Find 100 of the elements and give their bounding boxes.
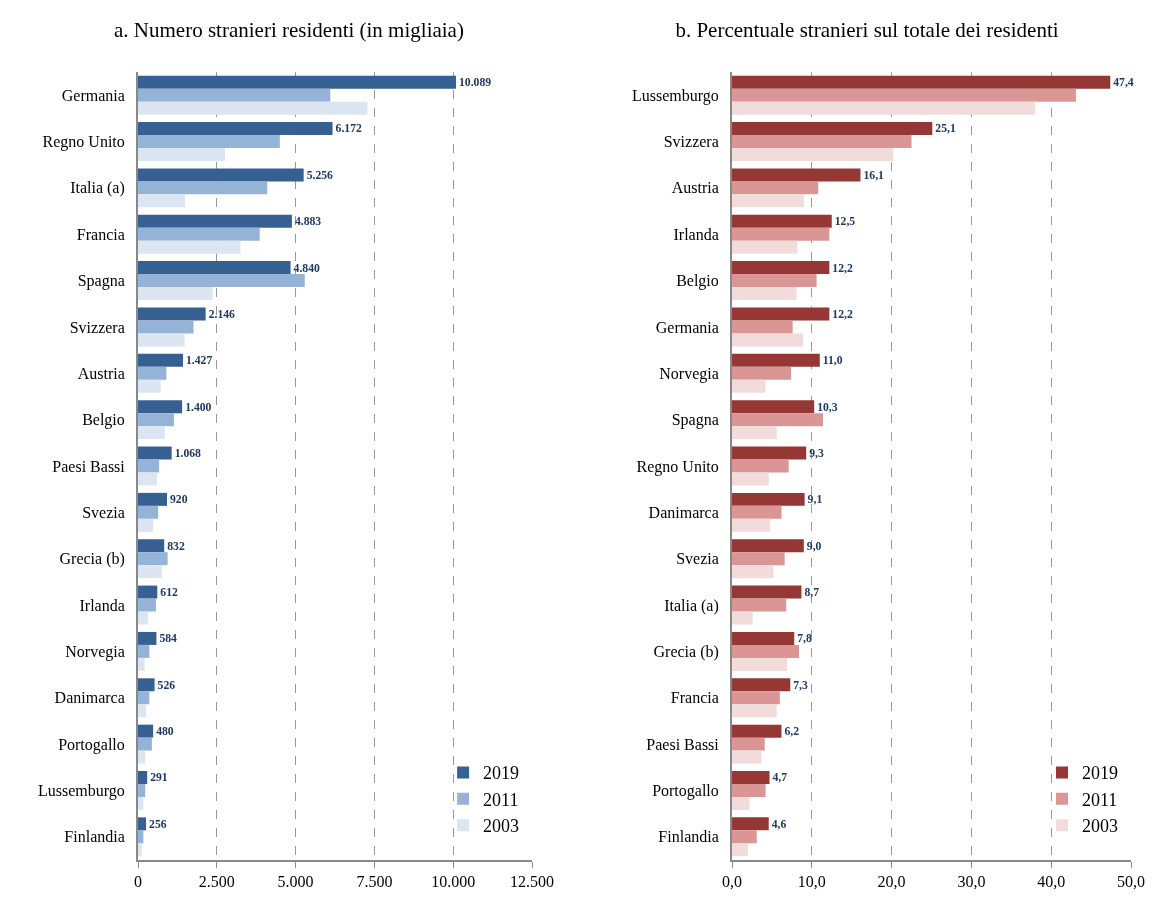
- bar: [732, 598, 787, 612]
- bar: [732, 353, 820, 367]
- bar: [732, 274, 817, 288]
- bar: [732, 678, 791, 692]
- data-label: 16,1: [863, 168, 885, 182]
- bar: [138, 631, 157, 645]
- bar: [732, 181, 819, 195]
- bar: [138, 307, 206, 321]
- data-label: 10,3: [817, 400, 838, 414]
- y-tick-label: Francia: [670, 689, 719, 707]
- bar: [732, 830, 757, 844]
- bar: [732, 426, 777, 440]
- data-label: 12,2: [832, 307, 853, 321]
- y-tick-label: Austria: [671, 179, 719, 197]
- chart-title: a. Numero stranieri residenti (in migliaia): [114, 18, 464, 43]
- data-label: 4,7: [772, 771, 788, 785]
- bar: [138, 817, 147, 831]
- bar: [138, 135, 280, 149]
- legend-label: 2003: [1082, 816, 1119, 837]
- y-tick-label: Spagna: [671, 411, 719, 430]
- bar: [732, 644, 800, 658]
- bar: [138, 214, 292, 228]
- bar: [138, 644, 150, 658]
- bar: [138, 585, 158, 599]
- y-tick-label: Lussemburgo: [37, 782, 125, 801]
- data-label: 584: [159, 632, 178, 646]
- bar: [138, 274, 305, 288]
- y-tick-label: Paesi Bassi: [646, 735, 720, 753]
- bar: [732, 783, 766, 797]
- bar: [138, 724, 154, 738]
- y-tick-label: Finlandia: [658, 828, 719, 846]
- bar: [138, 783, 146, 797]
- y-tick-label: Grecia (b): [59, 550, 125, 569]
- data-label: 1.400: [185, 400, 212, 414]
- bar: [732, 459, 789, 473]
- data-label: 291: [150, 771, 168, 785]
- y-tick-label: Lussemburgo: [631, 86, 719, 105]
- x-tick-label: 50,0: [1117, 873, 1145, 891]
- bar: [732, 400, 815, 414]
- bar: [138, 737, 152, 751]
- y-tick-label: Danimarca: [54, 689, 125, 707]
- y-tick-label: Norvegia: [65, 643, 125, 662]
- data-label: 7,8: [797, 632, 812, 646]
- y-tick-label: Svizzera: [69, 318, 125, 336]
- bar: [732, 101, 1036, 115]
- bar: [138, 446, 172, 460]
- y-tick-label: Finlandia: [64, 828, 125, 846]
- x-tick-label: 30,0: [957, 873, 986, 891]
- bar: [732, 611, 753, 625]
- legend-label: 2019: [483, 763, 520, 784]
- bar: [138, 492, 167, 506]
- data-label: 6,2: [784, 725, 800, 739]
- data-label: 4.883: [294, 215, 322, 229]
- y-tick-label: Italia (a): [70, 179, 125, 198]
- bar: [138, 691, 150, 705]
- bar: [732, 492, 805, 506]
- bar: [138, 194, 185, 208]
- bar: [732, 307, 830, 321]
- bar: [732, 472, 769, 486]
- y-tick-label: Spagna: [77, 272, 125, 291]
- legend-label: 2011: [483, 789, 519, 810]
- data-label: 9,0: [806, 539, 822, 553]
- bar: [138, 796, 144, 810]
- data-label: 256: [149, 817, 167, 831]
- y-tick-label: Paesi Bassi: [52, 457, 126, 475]
- data-label: 11,0: [822, 354, 843, 368]
- y-tick-label: Svezia: [82, 503, 125, 521]
- bar: [138, 379, 161, 393]
- bar: [732, 135, 912, 149]
- data-label: 526: [157, 678, 176, 692]
- y-tick-label: Francia: [76, 225, 125, 243]
- y-tick-label: Norvegia: [659, 364, 719, 383]
- bar: [138, 611, 149, 625]
- y-tick-label: Regno Unito: [636, 457, 719, 476]
- bar: [138, 565, 162, 579]
- data-label: 5.256: [306, 168, 334, 182]
- bar: [138, 320, 194, 334]
- bar: [732, 75, 1111, 89]
- bar: [138, 333, 185, 347]
- bar: [732, 657, 788, 671]
- y-tick-label: Danimarca: [648, 503, 719, 521]
- bar: [138, 122, 333, 136]
- y-tick-label: Svezia: [676, 550, 719, 568]
- data-label: 2.146: [208, 307, 236, 321]
- bar: [732, 122, 933, 136]
- data-label: 6.172: [335, 122, 362, 136]
- bar: [138, 750, 146, 764]
- y-tick-label: Irlanda: [79, 596, 125, 614]
- bar: [138, 287, 213, 301]
- data-label: 7,3: [793, 678, 809, 692]
- data-label: 10.089: [459, 76, 492, 90]
- x-tick-label: 0: [134, 873, 142, 891]
- data-label: 12,5: [834, 215, 856, 229]
- bar: [732, 771, 770, 784]
- data-label: 832: [167, 539, 185, 553]
- y-tick-label: Italia (a): [664, 596, 719, 615]
- bar: [138, 101, 368, 115]
- bar: [732, 796, 750, 810]
- x-tick-label: 10,0: [797, 873, 826, 891]
- bar: [138, 400, 183, 414]
